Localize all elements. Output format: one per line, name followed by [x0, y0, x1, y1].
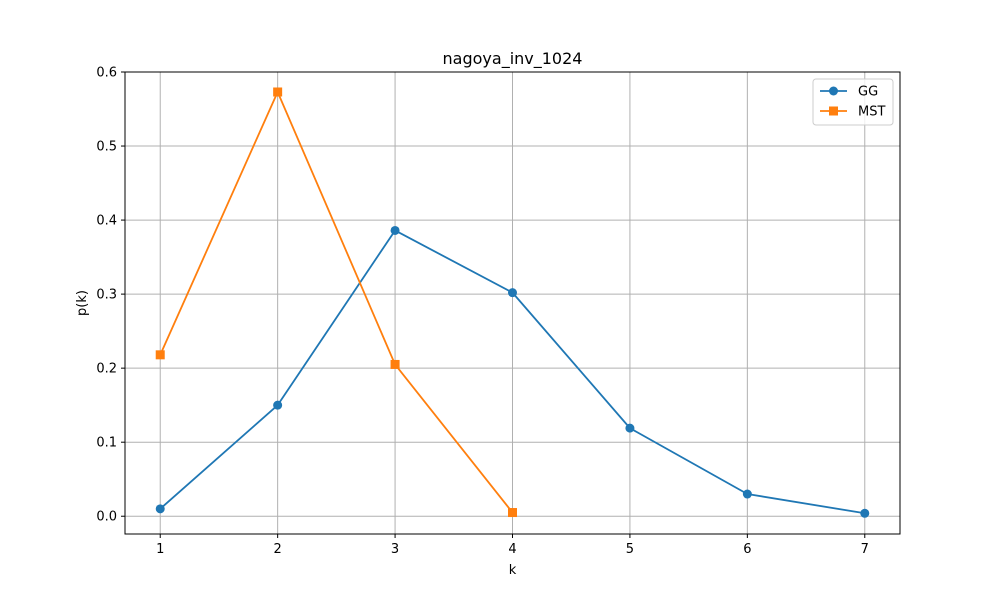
y-tick-label: 0.4 — [96, 214, 117, 229]
data-point — [625, 423, 635, 433]
series-gg — [155, 225, 870, 518]
chart-title: nagoya_inv_1024 — [443, 49, 583, 69]
y-tick-label: 0.6 — [96, 66, 117, 81]
series-line — [159, 91, 514, 514]
x-tick-label: 1 — [156, 542, 164, 557]
y-tick-label: 0.3 — [96, 288, 117, 303]
x-tick-label: 2 — [274, 542, 282, 557]
x-tick-label: 3 — [391, 542, 399, 557]
x-tick-label: 6 — [743, 542, 751, 557]
data-point — [273, 87, 283, 97]
data-point — [742, 489, 752, 499]
data-point — [155, 504, 165, 514]
y-axis-ticks: 0.0 0.1 0.2 0.3 0.4 0.5 0.6 — [96, 66, 125, 525]
data-point — [508, 508, 517, 518]
legend: GG MST — [812, 78, 894, 126]
legend-marker — [829, 86, 838, 96]
y-tick-label: 0.5 — [96, 140, 117, 155]
data-point — [508, 288, 517, 298]
x-tick-label: 4 — [508, 542, 516, 557]
data-point — [390, 225, 400, 235]
y-tick-label: 0.2 — [96, 362, 117, 377]
x-axis-ticks: 1 2 3 4 5 6 7 — [156, 534, 869, 557]
data-point — [273, 400, 283, 410]
data-point — [390, 359, 400, 369]
y-tick-label: 0.1 — [96, 436, 117, 451]
legend-label: MST — [858, 105, 885, 120]
y-tick-label: 0.0 — [96, 510, 117, 525]
x-tick-label: 5 — [626, 542, 634, 557]
legend-marker — [829, 106, 838, 116]
y-axis-label: p(k) — [75, 290, 90, 316]
legend-label: GG — [858, 85, 878, 100]
data-point — [155, 350, 165, 360]
series-mst — [155, 87, 517, 518]
x-axis-label: k — [509, 563, 517, 578]
data-point — [860, 508, 870, 518]
x-tick-label: 7 — [861, 542, 869, 557]
series-layer — [155, 87, 870, 518]
